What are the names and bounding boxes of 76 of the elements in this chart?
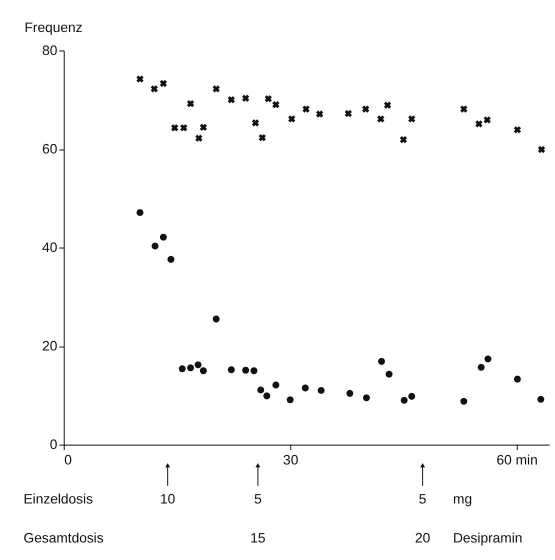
point (460, 398, 468, 405)
text: 15 (250, 530, 266, 546)
point (180, 124, 188, 132)
point (186, 100, 194, 108)
point (475, 120, 483, 128)
point (195, 134, 202, 142)
point (384, 102, 392, 109)
point (258, 134, 266, 142)
x-tick-label: 60 min (496, 452, 538, 468)
point (316, 110, 324, 118)
point (460, 105, 468, 113)
y-axis-title: Frequenz (24, 20, 83, 35)
point (288, 115, 296, 123)
point (136, 75, 144, 83)
text: Gesamtdosis (24, 530, 104, 546)
point (228, 366, 235, 374)
point (537, 396, 544, 403)
point (272, 101, 280, 108)
point (242, 94, 250, 102)
point (362, 105, 370, 113)
point (272, 382, 280, 388)
point (187, 364, 194, 372)
point (377, 115, 384, 123)
point (200, 367, 207, 374)
point (286, 396, 294, 404)
point (200, 124, 207, 131)
point (484, 116, 491, 124)
point (160, 80, 167, 88)
point (386, 370, 393, 378)
point (212, 85, 220, 92)
point (400, 396, 408, 404)
point (242, 366, 250, 374)
point (152, 242, 159, 250)
point (378, 358, 386, 365)
point (257, 386, 264, 394)
point (400, 136, 408, 144)
point (408, 115, 416, 123)
point (538, 146, 546, 154)
y-tick-label: 40 (42, 240, 58, 255)
point (514, 126, 522, 134)
y-tick-label: 20 (42, 338, 58, 354)
y-tick-label: 80 (42, 42, 58, 58)
point (408, 392, 416, 400)
point (263, 392, 270, 400)
point (514, 376, 521, 383)
point (167, 256, 174, 263)
point (264, 95, 272, 102)
text: 20 (414, 530, 431, 546)
point (478, 364, 485, 371)
point (250, 367, 258, 374)
point (136, 209, 144, 216)
point (484, 355, 492, 362)
y-tick-label: 60 (42, 141, 58, 156)
text: 10 (160, 491, 176, 506)
text: 5 (254, 491, 262, 506)
point (344, 110, 352, 118)
point (212, 316, 220, 322)
point (228, 96, 235, 104)
text: mg (453, 491, 472, 506)
point (302, 384, 309, 392)
point (171, 124, 178, 132)
point (302, 105, 310, 113)
point (178, 365, 186, 372)
point (252, 119, 260, 126)
x-tick-label: 0 (64, 452, 72, 468)
point (362, 394, 370, 402)
point (318, 386, 325, 394)
y-tick-label: 0 (50, 437, 58, 452)
text: 5 (418, 491, 427, 506)
point (346, 390, 354, 397)
text: Desipramin (453, 530, 522, 546)
point (160, 234, 167, 241)
point (150, 85, 158, 92)
x-tick-label: 30 (283, 452, 299, 468)
text: Einzeldosis (24, 491, 94, 506)
point (194, 361, 202, 368)
